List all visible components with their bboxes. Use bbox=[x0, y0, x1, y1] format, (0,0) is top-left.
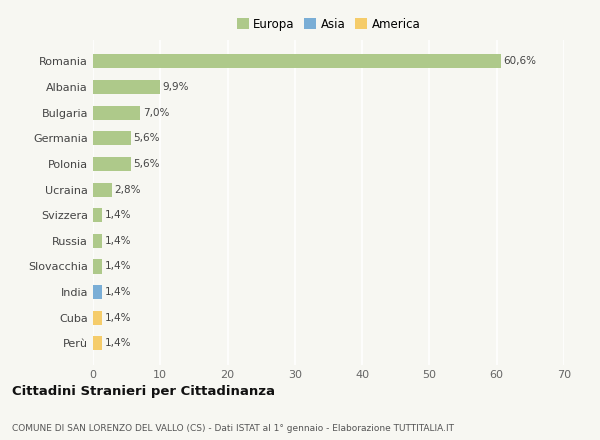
Text: 1,4%: 1,4% bbox=[105, 210, 131, 220]
Bar bbox=[93, 183, 112, 197]
Text: 1,4%: 1,4% bbox=[105, 287, 131, 297]
Bar bbox=[93, 80, 160, 94]
Text: 5,6%: 5,6% bbox=[133, 133, 160, 143]
Text: 1,4%: 1,4% bbox=[105, 236, 131, 246]
Bar bbox=[93, 55, 501, 69]
Text: 7,0%: 7,0% bbox=[143, 108, 169, 118]
Text: Cittadini Stranieri per Cittadinanza: Cittadini Stranieri per Cittadinanza bbox=[12, 385, 275, 398]
Text: 1,4%: 1,4% bbox=[105, 313, 131, 323]
Legend: Europa, Asia, America: Europa, Asia, America bbox=[232, 13, 425, 35]
Bar bbox=[93, 106, 140, 120]
Bar bbox=[93, 131, 131, 145]
Text: 9,9%: 9,9% bbox=[163, 82, 189, 92]
Text: 2,8%: 2,8% bbox=[115, 185, 141, 194]
Bar bbox=[93, 208, 103, 222]
Bar bbox=[93, 311, 103, 325]
Bar bbox=[93, 234, 103, 248]
Bar bbox=[93, 157, 131, 171]
Bar bbox=[93, 260, 103, 274]
Text: 60,6%: 60,6% bbox=[503, 56, 536, 66]
Bar bbox=[93, 285, 103, 299]
Text: COMUNE DI SAN LORENZO DEL VALLO (CS) - Dati ISTAT al 1° gennaio - Elaborazione T: COMUNE DI SAN LORENZO DEL VALLO (CS) - D… bbox=[12, 425, 454, 433]
Bar bbox=[93, 336, 103, 350]
Text: 1,4%: 1,4% bbox=[105, 338, 131, 348]
Text: 1,4%: 1,4% bbox=[105, 261, 131, 271]
Text: 5,6%: 5,6% bbox=[133, 159, 160, 169]
